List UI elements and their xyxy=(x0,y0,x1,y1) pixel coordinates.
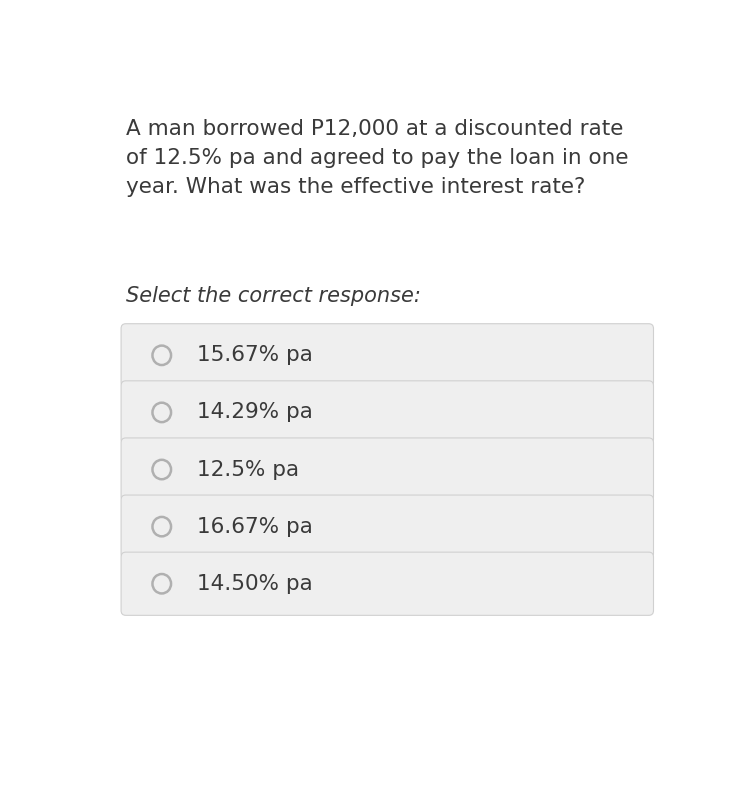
Text: 14.29% pa: 14.29% pa xyxy=(196,402,313,422)
Text: 16.67% pa: 16.67% pa xyxy=(196,517,313,537)
Text: 12.5% pa: 12.5% pa xyxy=(196,459,298,480)
FancyBboxPatch shape xyxy=(121,438,653,501)
Text: A man borrowed P12,000 at a discounted rate
of 12.5% pa and agreed to pay the lo: A man borrowed P12,000 at a discounted r… xyxy=(126,119,628,196)
Text: 14.50% pa: 14.50% pa xyxy=(196,574,313,594)
FancyBboxPatch shape xyxy=(121,495,653,559)
FancyBboxPatch shape xyxy=(121,381,653,444)
FancyBboxPatch shape xyxy=(121,552,653,615)
Text: 15.67% pa: 15.67% pa xyxy=(196,346,313,365)
FancyBboxPatch shape xyxy=(121,323,653,387)
Text: Select the correct response:: Select the correct response: xyxy=(126,286,421,306)
